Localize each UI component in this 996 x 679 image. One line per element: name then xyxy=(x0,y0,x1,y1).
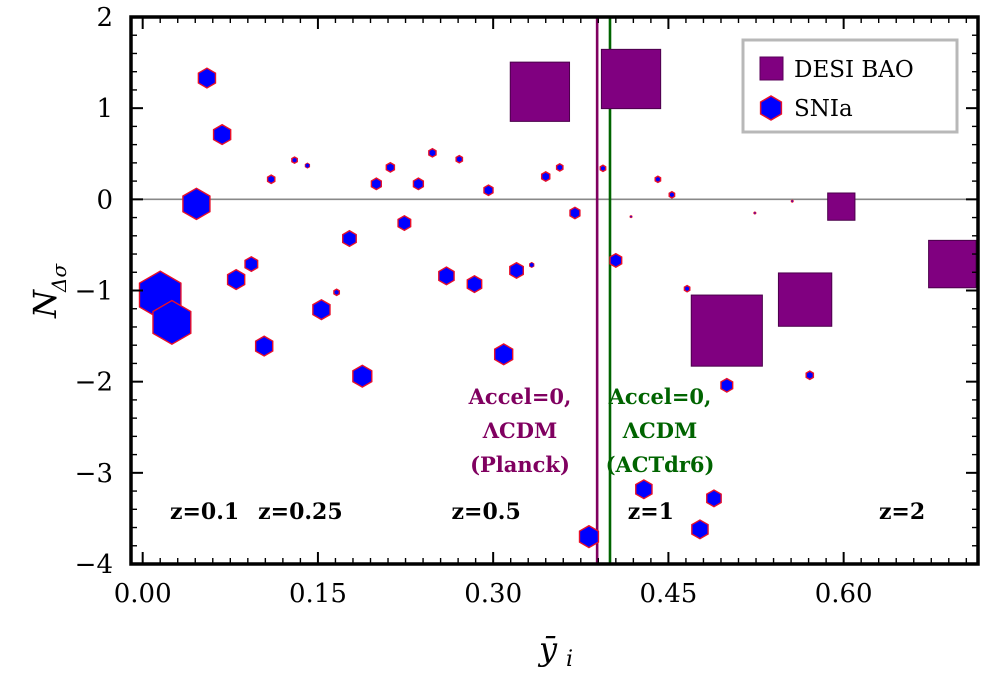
x-tick-label-3: 0.45 xyxy=(639,579,697,609)
legend-desi-marker xyxy=(759,56,784,81)
y-axis-label-main: N xyxy=(26,289,64,319)
y-tick-label-6: −4 xyxy=(75,550,113,580)
desi-bao-marker-0 xyxy=(509,61,571,122)
snia-marker-41 xyxy=(753,211,757,215)
snia-marker-36 xyxy=(668,190,676,199)
snia-marker-3 xyxy=(197,67,217,89)
vline-annotation-0-line-2: (Planck) xyxy=(470,452,570,477)
vline-annotation-1-line-2: (ACTdr6) xyxy=(606,452,715,477)
snia-marker-27 xyxy=(540,171,551,183)
snia-marker-38 xyxy=(691,519,709,540)
y-tick-label-4: −2 xyxy=(75,368,113,398)
x-tick-label-1: 0.15 xyxy=(289,579,347,609)
x-axis-label-sub: i xyxy=(566,647,573,672)
snia-marker-5 xyxy=(226,268,246,291)
legend: DESI BAO SNIa xyxy=(741,38,959,134)
vline-annotation-0-line-0: Accel=0, xyxy=(468,384,572,409)
snia-marker-6 xyxy=(244,255,259,273)
tick-labels-layer: 0.00 0.15 0.30 0.45 0.60 2 1 0 −1 −2 −3 −4 xyxy=(75,3,873,609)
snia-marker-37 xyxy=(683,284,691,293)
legend-box xyxy=(741,38,959,134)
x-tick-label-2: 0.30 xyxy=(464,579,522,609)
snia-marker-14 xyxy=(352,364,373,388)
y-tick-label-0: 2 xyxy=(96,3,113,33)
snia-marker-32 xyxy=(609,252,623,268)
snia-marker-4 xyxy=(212,123,232,146)
snia-marker-2 xyxy=(182,187,211,221)
y-axis-label-sub: Δσ xyxy=(47,263,71,293)
vline-annotation-1-line-1: ΛCDM xyxy=(622,418,697,443)
snia-marker-31 xyxy=(599,164,607,173)
snia-marker-39 xyxy=(706,489,722,508)
x-tick-label-4: 0.60 xyxy=(815,579,873,609)
snia-marker-18 xyxy=(412,177,425,191)
snia-marker-20 xyxy=(438,266,455,286)
snia-series xyxy=(138,67,815,549)
desi-bao-series xyxy=(509,48,977,367)
snia-marker-7 xyxy=(254,335,274,357)
snia-marker-19 xyxy=(428,147,437,158)
redshift-label-4: z=2 xyxy=(879,499,925,525)
snia-marker-24 xyxy=(493,343,514,366)
snia-marker-11 xyxy=(312,298,331,321)
desi-bao-marker-4 xyxy=(827,192,856,221)
snia-marker-43 xyxy=(790,199,794,203)
redshift-label-1: z=0.25 xyxy=(258,499,343,525)
snia-marker-16 xyxy=(385,161,396,173)
snia-marker-17 xyxy=(397,214,412,232)
legend-snia-label: SNIa xyxy=(794,96,853,122)
snia-marker-35 xyxy=(654,175,662,184)
snia-marker-26 xyxy=(529,261,535,269)
y-tick-label-5: −3 xyxy=(75,459,113,489)
y-tick-label-1: 1 xyxy=(96,94,113,124)
x-tick-label-0: 0.00 xyxy=(114,579,172,609)
desi-bao-marker-1 xyxy=(600,48,662,110)
redshift-label-3: z=1 xyxy=(628,499,674,525)
annotation-layer: Accel=0, ΛCDM (Planck) Accel=0, ΛCDM (ACTdr6) xyxy=(468,384,715,477)
snia-marker-12 xyxy=(333,288,341,297)
snia-marker-23 xyxy=(483,184,494,197)
redshift-labels: z=0.1 z=0.25 z=0.5 z=1 z=2 xyxy=(170,499,925,525)
y-tick-label-2: 0 xyxy=(96,185,113,215)
snia-marker-34 xyxy=(635,479,653,500)
x-axis-label: ȳ i xyxy=(537,630,573,672)
legend-desi-label: DESI BAO xyxy=(794,57,914,83)
y-axis-label: N Δσ xyxy=(26,263,71,319)
vline-annotation-0-line-1: ΛCDM xyxy=(482,418,557,443)
ticks-layer xyxy=(131,16,978,565)
legend-snia-marker xyxy=(759,95,783,121)
snia-marker-29 xyxy=(569,206,581,220)
snia-marker-22 xyxy=(466,274,483,294)
desi-bao-marker-3 xyxy=(777,272,833,327)
snia-marker-13 xyxy=(342,229,357,248)
desi-bao-marker-2 xyxy=(690,294,763,367)
vline-annotation-1-line-0: Accel=0, xyxy=(608,384,712,409)
desi-bao-marker-5 xyxy=(928,239,977,289)
snia-marker-30 xyxy=(578,524,600,549)
snia-marker-42 xyxy=(805,370,815,381)
snia-marker-15 xyxy=(370,177,382,191)
y-tick-label-3: −1 xyxy=(75,277,113,307)
snia-marker-9 xyxy=(291,156,298,165)
snia-marker-10 xyxy=(304,162,311,169)
x-axis-label-main: ȳ xyxy=(537,630,558,668)
snia-marker-21 xyxy=(455,154,464,164)
snia-marker-25 xyxy=(509,261,524,280)
redshift-label-0: z=0.1 xyxy=(170,499,239,525)
snia-marker-28 xyxy=(555,162,564,172)
snia-marker-8 xyxy=(266,174,276,185)
redshift-label-2: z=0.5 xyxy=(452,499,521,525)
snia-marker-1 xyxy=(152,299,192,346)
snia-marker-40 xyxy=(720,377,734,393)
snia-marker-33 xyxy=(629,214,633,219)
